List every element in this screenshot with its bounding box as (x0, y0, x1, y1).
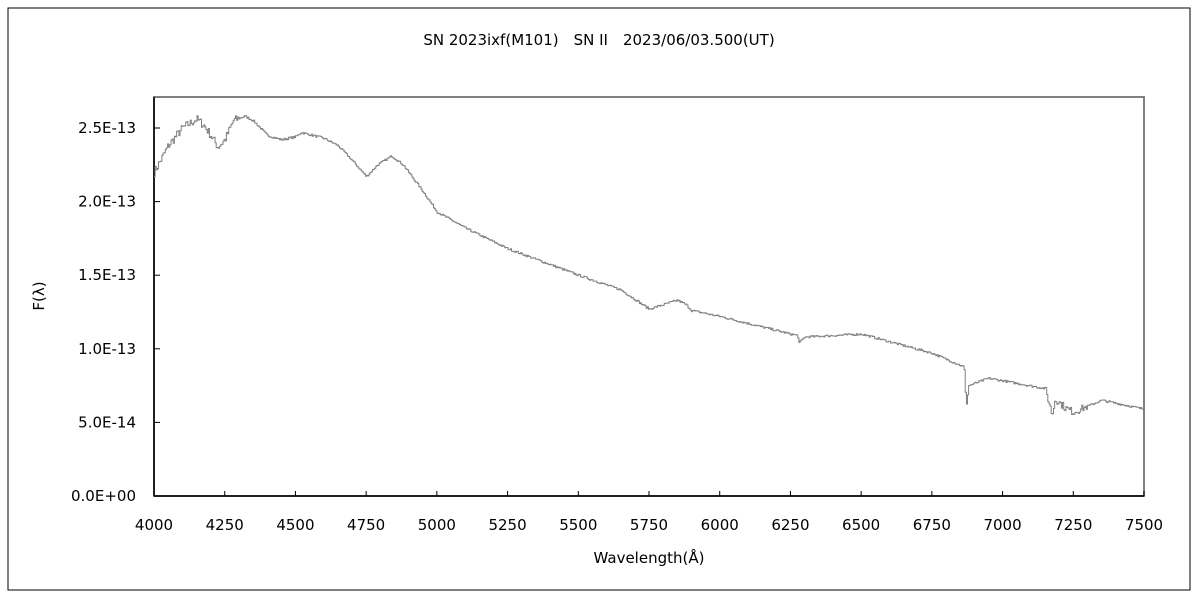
y-tick-label: 2.5E-13 (78, 119, 136, 137)
x-tick-label: 6250 (771, 516, 809, 534)
x-tick-label: 4000 (135, 516, 173, 534)
plot-area (153, 96, 1145, 497)
y-tick-label: 5.0E-14 (78, 413, 136, 431)
x-tick-label: 5000 (418, 516, 456, 534)
x-tick-label: 6500 (842, 516, 880, 534)
x-tick-label: 5500 (559, 516, 597, 534)
y-tick-label: 1.0E-13 (78, 340, 136, 358)
y-tick-label: 2.0E-13 (78, 193, 136, 211)
spectrum-line (154, 115, 1145, 415)
x-tick-label: 4750 (347, 516, 385, 534)
y-tick-label: 1.5E-13 (78, 266, 136, 284)
x-tick-label: 7500 (1125, 516, 1163, 534)
x-tick-label: 7250 (1054, 516, 1092, 534)
x-tick-label: 4500 (276, 516, 314, 534)
y-axis-label: F(λ) (30, 281, 48, 310)
x-tick-label: 6750 (913, 516, 951, 534)
x-tick-label: 5250 (488, 516, 526, 534)
y-tick-label: 0.0E+00 (71, 487, 136, 505)
x-tick-label: 7000 (983, 516, 1021, 534)
x-axis-label: Wavelength(Å) (594, 548, 705, 567)
x-tick-label: 6000 (701, 516, 739, 534)
chart-title: SN 2023ixf(M101) SN II 2023/06/03.500(UT… (423, 31, 774, 49)
x-tick-label: 4250 (206, 516, 244, 534)
x-tick-label: 5750 (630, 516, 668, 534)
